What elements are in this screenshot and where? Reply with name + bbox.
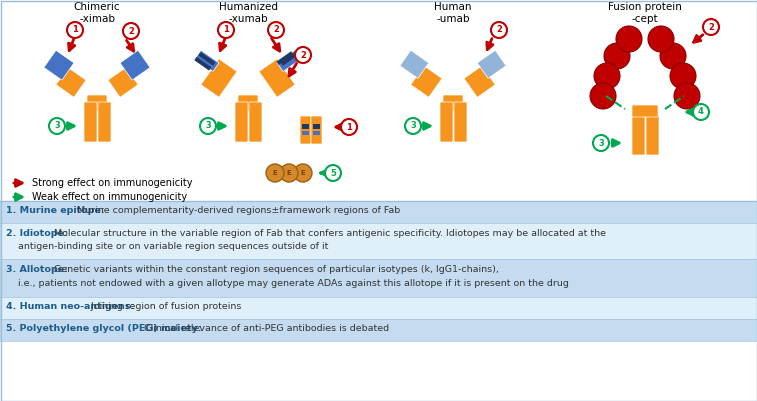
Circle shape (294, 164, 312, 182)
Text: 4: 4 (698, 107, 704, 117)
FancyBboxPatch shape (440, 102, 453, 142)
Text: 2: 2 (300, 51, 306, 59)
Circle shape (703, 19, 719, 35)
Polygon shape (44, 50, 74, 80)
Text: 5: 5 (330, 168, 336, 178)
Text: 4. Human neo-antigens:: 4. Human neo-antigens: (6, 302, 134, 312)
Circle shape (604, 43, 630, 69)
Text: 3. Allotope:: 3. Allotope: (6, 265, 68, 274)
FancyBboxPatch shape (249, 102, 262, 142)
Bar (0, 201, 757, 223)
Polygon shape (276, 51, 294, 65)
Text: 1: 1 (223, 26, 229, 34)
Polygon shape (198, 52, 216, 66)
Circle shape (49, 118, 65, 134)
Bar (313, 124, 320, 129)
Polygon shape (464, 66, 495, 97)
Text: 3: 3 (410, 122, 416, 130)
Polygon shape (201, 59, 237, 97)
Circle shape (268, 22, 284, 38)
Text: Humanized
-xumab: Humanized -xumab (219, 2, 278, 24)
Circle shape (674, 83, 700, 109)
Circle shape (648, 26, 674, 52)
FancyBboxPatch shape (98, 102, 111, 142)
Text: 1: 1 (72, 26, 78, 34)
Circle shape (593, 135, 609, 151)
Text: 2: 2 (273, 26, 279, 34)
Polygon shape (195, 57, 211, 71)
Circle shape (295, 47, 311, 63)
FancyBboxPatch shape (632, 105, 658, 117)
Polygon shape (56, 67, 86, 97)
Circle shape (660, 43, 686, 69)
Text: Fusion protein
-cept: Fusion protein -cept (608, 2, 682, 24)
Text: 2: 2 (496, 26, 502, 34)
FancyBboxPatch shape (238, 95, 258, 111)
Text: Chimeric
-ximab: Chimeric -ximab (73, 2, 120, 24)
Text: Joining region of fusion proteins: Joining region of fusion proteins (89, 302, 242, 312)
Text: 2. Idiotope:: 2. Idiotope: (6, 229, 67, 237)
Circle shape (693, 104, 709, 120)
FancyBboxPatch shape (454, 102, 467, 142)
FancyBboxPatch shape (87, 95, 107, 111)
Bar (0, 223, 757, 259)
Text: 2: 2 (708, 22, 714, 32)
Text: E: E (273, 170, 277, 176)
Circle shape (616, 26, 642, 52)
FancyBboxPatch shape (235, 102, 248, 142)
Text: Genetic variants within the constant region sequences of particular isotypes (k,: Genetic variants within the constant reg… (51, 265, 499, 274)
Circle shape (594, 63, 620, 89)
Text: Molecular structure in the variable region of Fab that confers antigenic specifi: Molecular structure in the variable regi… (51, 229, 606, 237)
Text: Human
-umab: Human -umab (435, 2, 472, 24)
Circle shape (405, 118, 421, 134)
Circle shape (341, 119, 357, 135)
Text: Weak effect on immunogenicity: Weak effect on immunogenicity (32, 192, 187, 202)
Text: antigen-binding site or on variable region sequences outside of it: antigen-binding site or on variable regi… (6, 242, 329, 251)
Bar (0, 297, 757, 319)
Polygon shape (411, 66, 442, 97)
Polygon shape (120, 50, 150, 80)
Circle shape (590, 83, 616, 109)
FancyBboxPatch shape (443, 95, 463, 111)
Polygon shape (259, 59, 295, 97)
Polygon shape (477, 50, 506, 78)
Circle shape (325, 165, 341, 181)
Polygon shape (195, 50, 219, 71)
Circle shape (218, 22, 234, 38)
Circle shape (200, 118, 216, 134)
Text: Murine complementarity-derived regions±framework regions of Fab: Murine complementarity-derived regions±f… (73, 207, 400, 215)
Circle shape (491, 22, 507, 38)
Polygon shape (108, 67, 138, 97)
Text: 3: 3 (54, 122, 60, 130)
Circle shape (123, 23, 139, 39)
Text: 1: 1 (346, 122, 352, 132)
Circle shape (280, 164, 298, 182)
Text: i.e., patients not endowed with a given allotype may generate ADAs against this : i.e., patients not endowed with a given … (6, 279, 569, 288)
Polygon shape (400, 50, 428, 78)
Circle shape (670, 63, 696, 89)
Circle shape (67, 22, 83, 38)
Circle shape (266, 164, 284, 182)
FancyBboxPatch shape (84, 102, 97, 142)
Text: E: E (301, 170, 305, 176)
Text: E: E (287, 170, 291, 176)
Bar (302, 124, 309, 129)
Text: Clinical relevance of anti-PEG antibodies is debated: Clinical relevance of anti-PEG antibodie… (141, 324, 389, 333)
Bar (0, 319, 757, 341)
Text: 5. Polyethylene glycol (PEG) moiety:: 5. Polyethylene glycol (PEG) moiety: (6, 324, 201, 333)
Polygon shape (281, 52, 298, 66)
Polygon shape (277, 50, 301, 71)
FancyBboxPatch shape (632, 115, 645, 155)
Bar (0, 259, 757, 297)
Text: 2: 2 (128, 26, 134, 36)
Text: 3: 3 (205, 122, 211, 130)
FancyBboxPatch shape (300, 116, 311, 144)
Bar (313, 131, 320, 135)
Bar (302, 131, 309, 135)
Text: Strong effect on immunogenicity: Strong effect on immunogenicity (32, 178, 192, 188)
FancyBboxPatch shape (311, 116, 322, 144)
FancyBboxPatch shape (646, 115, 659, 155)
Text: 3: 3 (598, 138, 604, 148)
Text: 1. Murine epitope:: 1. Murine epitope: (6, 207, 104, 215)
